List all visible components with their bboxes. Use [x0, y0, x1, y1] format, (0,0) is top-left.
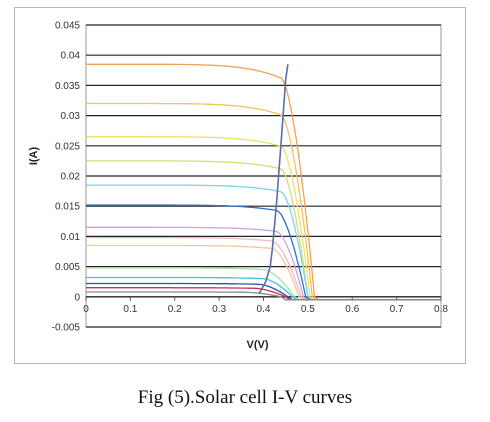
x-tick-label: 0.3 [212, 304, 226, 315]
chart-frame: -0.005 0 0.005 0.01 0.015 0.02 0.025 0.03 0.035 0… [14, 7, 466, 364]
iv-curve [86, 102, 441, 301]
figure-caption: Fig (5).Solar cell I-V curves [137, 387, 353, 408]
iv-chart: -0.00500.0050.010.0150.020.0250.030.0350… [28, 21, 448, 352]
iv-curve [86, 291, 441, 301]
y-tick-label: 0.03 [61, 111, 81, 122]
iv-curve [86, 184, 441, 301]
y-axis-label: I(A) [28, 147, 40, 166]
iv-curve [86, 287, 441, 301]
iv-curve [86, 276, 441, 301]
iv-curve [86, 160, 441, 301]
y-tick-label: 0.045 [55, 21, 80, 32]
x-tick-label: 0.4 [257, 304, 271, 315]
x-tick-label: 0.5 [301, 304, 315, 315]
y-tick-label: 0.015 [55, 202, 80, 213]
y-tick-label: -0.005 [52, 323, 81, 334]
iv-curve [86, 63, 441, 301]
x-tick-label: 0.7 [390, 304, 404, 315]
y-tick-label: 0.005 [55, 262, 80, 273]
iv-curve [86, 136, 441, 301]
mpp-curve [258, 64, 289, 295]
x-tick-label: 0.8 [434, 304, 448, 315]
iv-curve [86, 244, 441, 301]
y-tick-label: 0 [74, 292, 80, 303]
x-tick-label: 0.2 [168, 304, 182, 315]
iv-curve [86, 204, 441, 301]
x-tick-label: 0.6 [345, 304, 359, 315]
iv-curve [86, 282, 441, 301]
y-tick-label: 0.01 [61, 232, 81, 243]
x-tick-label: 0.1 [123, 304, 137, 315]
x-tick-label: 0 [83, 304, 89, 315]
y-tick-label: 0.025 [55, 141, 80, 152]
iv-curve [86, 267, 441, 301]
x-axis-label: V(V) [247, 339, 269, 351]
iv-curve [86, 226, 441, 301]
iv-curve [86, 236, 441, 301]
y-tick-label: 0.04 [61, 51, 81, 62]
y-tick-label: 0.02 [61, 172, 81, 183]
y-tick-label: 0.035 [55, 81, 80, 92]
